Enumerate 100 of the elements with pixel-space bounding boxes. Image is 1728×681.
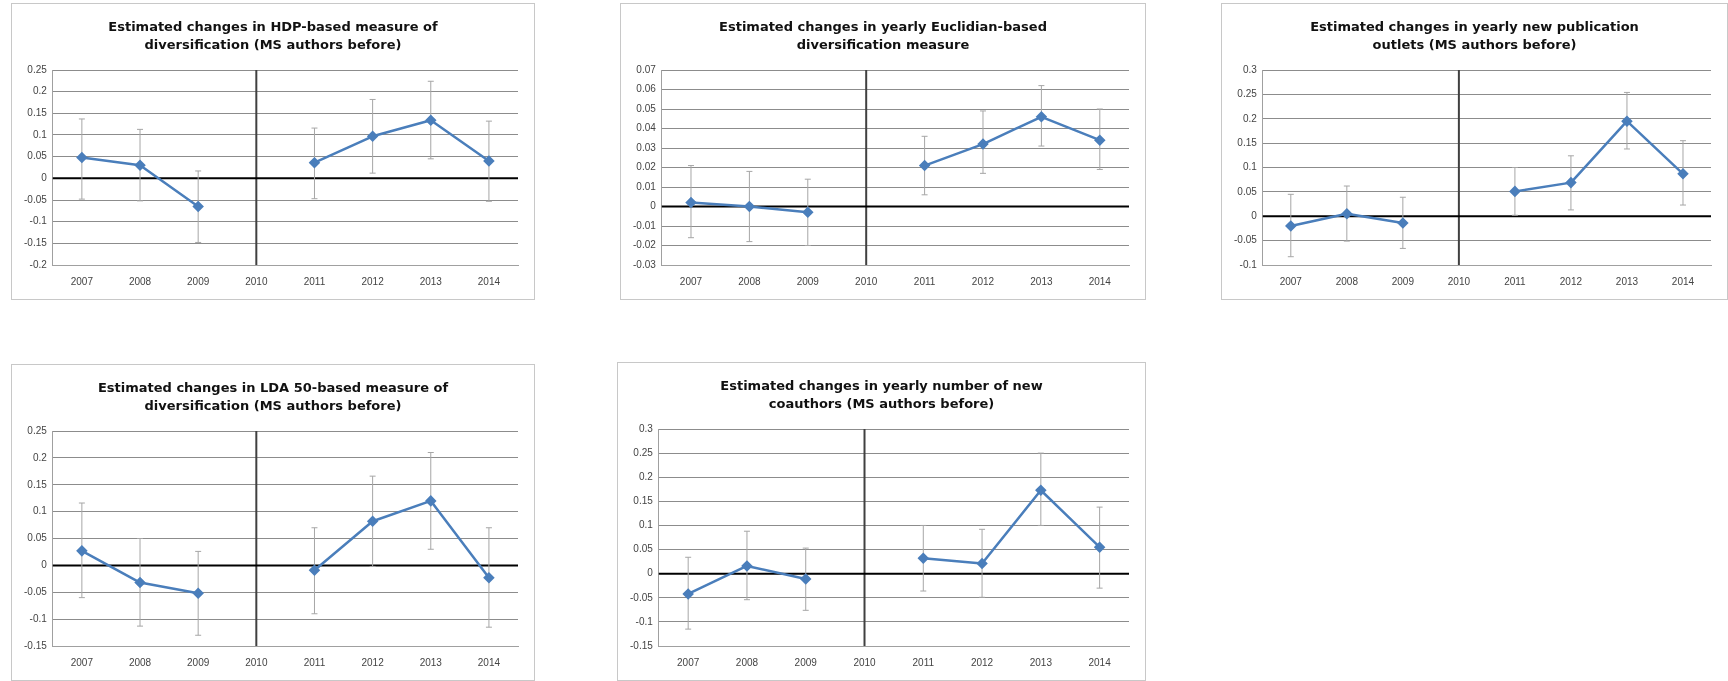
point — [1035, 484, 1047, 496]
x-tick-label: 2013 — [1030, 275, 1053, 287]
point — [76, 152, 88, 163]
x-tick-label: 2009 — [1391, 275, 1415, 287]
y-tick-label: 0.05 — [27, 150, 48, 162]
y-tick-label: 0.01 — [636, 180, 657, 192]
x-tick-label: 2012 — [361, 656, 385, 668]
point — [367, 516, 378, 527]
point — [802, 207, 814, 218]
y-tick-label: 0.25 — [27, 63, 48, 75]
y-tick-label: 0.1 — [638, 519, 654, 531]
x-tick-label: 2010 — [245, 275, 268, 287]
y-tick-label: 0.1 — [32, 505, 48, 517]
y-tick-label: -0.1 — [635, 615, 654, 627]
point — [76, 545, 88, 557]
point — [918, 552, 929, 564]
y-tick-label: 0.25 — [1237, 88, 1258, 100]
y-tick-label: -0.05 — [630, 591, 654, 603]
x-tick-label: 2014 — [477, 275, 501, 287]
point — [800, 573, 811, 585]
y-tick-label: 0 — [41, 172, 48, 184]
y-tick-label: -0.15 — [24, 237, 48, 249]
x-tick-label: 2007 — [677, 656, 700, 668]
y-tick-label: 0.1 — [32, 128, 48, 140]
point — [976, 558, 988, 569]
x-tick-label: 2013 — [1615, 275, 1639, 287]
point — [977, 138, 989, 150]
x-tick-label: 2013 — [1029, 656, 1053, 668]
y-tick-label: -0.02 — [633, 239, 657, 251]
y-tick-label: 0 — [41, 559, 48, 571]
point — [1509, 186, 1521, 197]
chart-title: Estimated changes in LDA 50-based measure of diversification (MS authors before) — [96, 379, 450, 415]
x-tick-label: 2009 — [796, 275, 820, 287]
y-tick-label: -0.03 — [633, 258, 657, 270]
x-tick-label: 2008 — [735, 656, 759, 668]
y-tick-label: 0.05 — [1237, 185, 1258, 197]
y-tick-label: 0.1 — [1242, 161, 1258, 173]
x-tick-label: 2009 — [187, 275, 210, 287]
point — [685, 197, 697, 208]
point — [134, 577, 146, 588]
y-tick-label: -0.15 — [630, 639, 654, 651]
y-tick-label: 0.05 — [633, 543, 654, 555]
x-tick-label: 2009 — [187, 656, 210, 668]
point — [1621, 115, 1633, 127]
y-tick-label: 0.2 — [32, 85, 48, 97]
x-tick-label: 2007 — [1279, 275, 1303, 287]
y-tick-label: 0 — [1251, 210, 1258, 221]
point — [425, 495, 437, 507]
chart-title: Estimated changes in HDP-based measure of diversification (MS authors before) — [107, 18, 439, 54]
x-tick-label: 2011 — [912, 656, 935, 668]
x-tick-label: 2012 — [361, 275, 385, 287]
x-tick-label: 2012 — [1559, 275, 1583, 287]
point — [919, 160, 930, 171]
y-tick-label: 0.2 — [1242, 112, 1258, 124]
x-tick-label: 2014 — [1671, 275, 1695, 287]
y-tick-label: 0.3 — [638, 422, 654, 434]
point — [1397, 217, 1409, 229]
point — [425, 115, 437, 126]
point — [1285, 220, 1297, 232]
x-tick-label: 2013 — [419, 656, 443, 668]
x-tick-label: 2012 — [971, 275, 995, 287]
x-tick-label: 2011 — [303, 656, 326, 668]
x-tick-label: 2010 — [1447, 275, 1471, 287]
y-tick-label: 0.07 — [636, 63, 657, 75]
x-tick-label: 2012 — [970, 656, 994, 668]
y-tick-label: -0.15 — [24, 639, 48, 651]
point — [1341, 208, 1353, 220]
x-tick-label: 2007 — [679, 275, 703, 287]
y-tick-label: 0.15 — [27, 478, 48, 490]
x-tick-label: 2008 — [1335, 275, 1359, 287]
x-tick-label: 2011 — [1504, 275, 1527, 287]
x-tick-label: 2014 — [1088, 275, 1112, 287]
point — [192, 588, 204, 599]
y-tick-label: 0.15 — [1237, 136, 1258, 148]
y-tick-label: 0.3 — [1242, 63, 1258, 75]
y-tick-label: 0.05 — [636, 102, 657, 114]
x-tick-label: 2010 — [245, 656, 268, 668]
y-tick-label: 0.25 — [27, 424, 48, 436]
y-tick-label: -0.01 — [633, 219, 657, 231]
point — [483, 155, 495, 167]
x-tick-label: 2008 — [738, 275, 761, 287]
point — [367, 131, 378, 142]
point — [192, 201, 204, 212]
point — [1094, 134, 1106, 146]
y-tick-label: 0.06 — [636, 83, 657, 95]
y-tick-label: -0.05 — [24, 586, 48, 597]
y-tick-label: -0.1 — [29, 612, 48, 624]
y-tick-label: 0.2 — [638, 470, 654, 482]
y-tick-label: 0.04 — [636, 122, 657, 134]
y-tick-label: -0.1 — [1239, 258, 1258, 270]
point — [309, 157, 320, 168]
point — [741, 560, 753, 572]
y-tick-label: -0.05 — [24, 193, 48, 205]
point — [483, 572, 495, 583]
point — [1036, 111, 1047, 123]
y-tick-label: 0.05 — [27, 532, 48, 544]
x-tick-label: 2008 — [128, 275, 152, 287]
y-tick-label: -0.1 — [29, 215, 48, 227]
point — [744, 201, 755, 212]
y-tick-label: 0.2 — [32, 451, 48, 463]
